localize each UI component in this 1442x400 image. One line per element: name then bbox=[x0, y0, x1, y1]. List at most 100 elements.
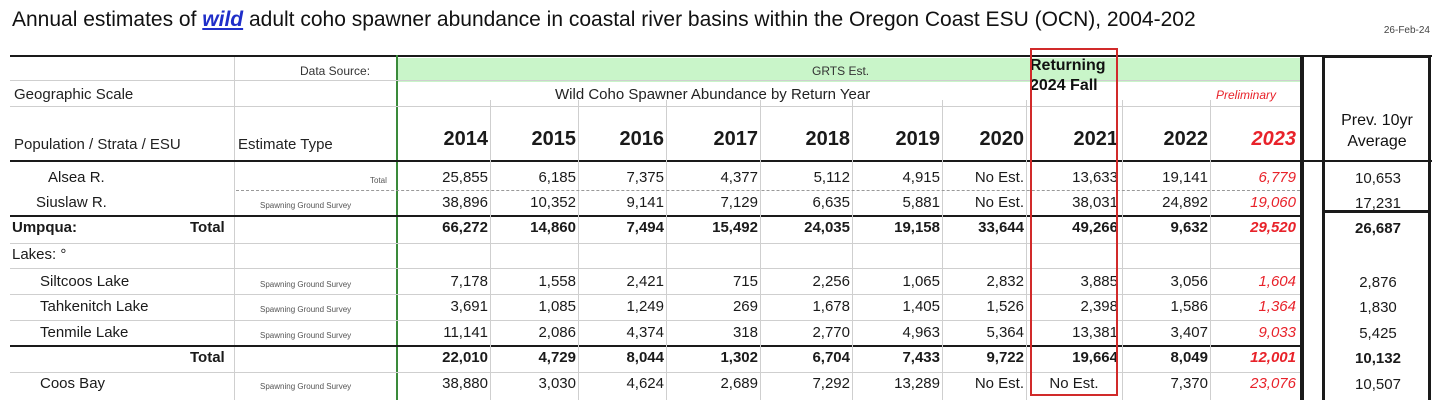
preliminary-label: Preliminary bbox=[1216, 88, 1277, 102]
divider-right bbox=[1300, 55, 1304, 400]
avg-cell: 10,507 bbox=[1355, 376, 1401, 393]
table-top-border bbox=[10, 55, 1432, 57]
table-cell: 7,129 bbox=[720, 194, 758, 211]
title-rest: adult coho spawner abundance in coastal … bbox=[243, 8, 1196, 31]
table-cell: 33,644 bbox=[978, 219, 1024, 236]
table-cell: 2,256 bbox=[812, 273, 850, 290]
table-cell: 1,065 bbox=[902, 273, 940, 290]
page-title: Annual estimates of wild adult coho spaw… bbox=[12, 8, 1196, 32]
row-label: Alsea R. bbox=[48, 169, 105, 186]
table-cell: 7,178 bbox=[450, 273, 488, 290]
table-cell: 9,722 bbox=[986, 349, 1024, 366]
table-cell: 19,664 bbox=[1072, 349, 1118, 366]
table-cell: 38,031 bbox=[1072, 194, 1118, 211]
table-cell: 4,374 bbox=[626, 324, 664, 341]
table-cell: 4,729 bbox=[538, 349, 576, 366]
highlight-2021-box bbox=[1030, 48, 1118, 396]
population-header: Population / Strata / ESU bbox=[14, 136, 181, 153]
table-cell: 29,520 bbox=[1250, 219, 1296, 236]
avg-cell: 26,687 bbox=[1355, 220, 1401, 237]
table-cell: 6,185 bbox=[538, 169, 576, 186]
table-cell: 38,896 bbox=[442, 194, 488, 211]
table-cell: 4,963 bbox=[902, 324, 940, 341]
table-cell: 1,526 bbox=[986, 298, 1024, 315]
row-source: Spawning Ground Survey bbox=[260, 331, 352, 340]
table-cell: 13,381 bbox=[1072, 324, 1118, 341]
table-cell: 9,033 bbox=[1258, 324, 1296, 341]
grts-label: GRTS Est. bbox=[812, 64, 870, 78]
returning-label: Returning 2024 Fall bbox=[1030, 57, 1106, 94]
date-stamp: 26-Feb-24 bbox=[1383, 25, 1430, 36]
table-cell: 2,689 bbox=[720, 375, 758, 392]
row-label: Lakes: ° bbox=[12, 246, 67, 263]
year-header-2016: 2016 bbox=[619, 128, 665, 150]
table-cell: 1,678 bbox=[812, 298, 850, 315]
table-cell: 38,880 bbox=[442, 375, 488, 392]
table-cell: 4,624 bbox=[626, 375, 664, 392]
avg-mid-border bbox=[1322, 210, 1431, 213]
table-cell: 2,770 bbox=[812, 324, 850, 341]
avg-left-border bbox=[1322, 55, 1325, 400]
table-cell: 19,060 bbox=[1250, 194, 1296, 211]
table-cell: 7,375 bbox=[626, 169, 664, 186]
table-cell: 715 bbox=[732, 273, 758, 290]
year-header-2015: 2015 bbox=[531, 128, 577, 150]
row-source: Spawning Ground Survey bbox=[260, 280, 352, 289]
abundance-label: Wild Coho Spawner Abundance by Return Ye… bbox=[555, 86, 871, 103]
table-cell: 318 bbox=[732, 324, 758, 341]
table-cell: 8,044 bbox=[626, 349, 664, 366]
row-label: Total bbox=[190, 349, 225, 366]
table-cell: 19,141 bbox=[1162, 169, 1208, 186]
avg-header: Prev. 10yr Average bbox=[1341, 112, 1413, 150]
avg-cell: 17,231 bbox=[1355, 195, 1401, 212]
estimate-type-header: Estimate Type bbox=[238, 136, 333, 153]
title-wild-link[interactable]: wild bbox=[202, 8, 244, 31]
table-cell: 4,915 bbox=[902, 169, 940, 186]
table-cell: 13,633 bbox=[1072, 169, 1118, 186]
lakes-total-border bbox=[10, 345, 1300, 347]
data-source-label: Data Source: bbox=[300, 64, 371, 78]
header-bottom-border bbox=[10, 160, 1432, 162]
table-cell: 11,141 bbox=[443, 324, 488, 341]
avg-cell: 1,830 bbox=[1359, 299, 1397, 316]
table-cell: 5,881 bbox=[902, 194, 940, 211]
table-cell: 3,407 bbox=[1170, 324, 1208, 341]
table-cell: 23,076 bbox=[1250, 375, 1296, 392]
table-cell: 2,832 bbox=[986, 273, 1024, 290]
avg-cell: 10,132 bbox=[1355, 350, 1401, 367]
table-cell: 5,112 bbox=[813, 169, 850, 186]
table-cell: 1,302 bbox=[720, 349, 758, 366]
table-cell: No Est. bbox=[1049, 375, 1099, 392]
row-source: Total bbox=[370, 176, 387, 185]
table-cell: 1,586 bbox=[1170, 298, 1208, 315]
table-cell: No Est. bbox=[974, 375, 1024, 392]
avg-top-border bbox=[1322, 55, 1431, 58]
geographic-scale-label: Geographic Scale bbox=[14, 86, 134, 103]
table-cell: 6,779 bbox=[1258, 169, 1296, 186]
table-cell: 7,292 bbox=[812, 375, 850, 392]
table-cell: 8,049 bbox=[1170, 349, 1208, 366]
table-cell: 9,632 bbox=[1170, 219, 1208, 236]
row-label-total: Total bbox=[190, 219, 225, 236]
table-cell: 4,377 bbox=[720, 169, 758, 186]
row-label: Siltcoos Lake bbox=[40, 273, 130, 290]
year-header-2020: 2020 bbox=[979, 128, 1025, 150]
table-cell: 1,558 bbox=[538, 273, 576, 290]
year-header-2019: 2019 bbox=[895, 128, 941, 150]
table-cell: 22,010 bbox=[442, 349, 488, 366]
table-cell: 25,855 bbox=[442, 169, 488, 186]
row-label: Coos Bay bbox=[40, 375, 106, 392]
year-header-2017: 2017 bbox=[713, 128, 759, 150]
table-cell: 269 bbox=[732, 298, 758, 315]
table-cell: 10,352 bbox=[530, 194, 576, 211]
table-cell: No Est. bbox=[974, 169, 1024, 186]
table-cell: 1,249 bbox=[626, 298, 664, 315]
table-cell: 2,421 bbox=[626, 273, 664, 290]
table-cell: 1,364 bbox=[1258, 298, 1296, 315]
table-cell: No Est. bbox=[974, 194, 1024, 211]
table-cell: 3,030 bbox=[538, 375, 576, 392]
umpqua-top-border bbox=[10, 215, 1300, 217]
row-source: Spawning Ground Survey bbox=[260, 305, 352, 314]
table-cell: 2,086 bbox=[538, 324, 576, 341]
row-label: Tahkenitch Lake bbox=[40, 298, 149, 315]
